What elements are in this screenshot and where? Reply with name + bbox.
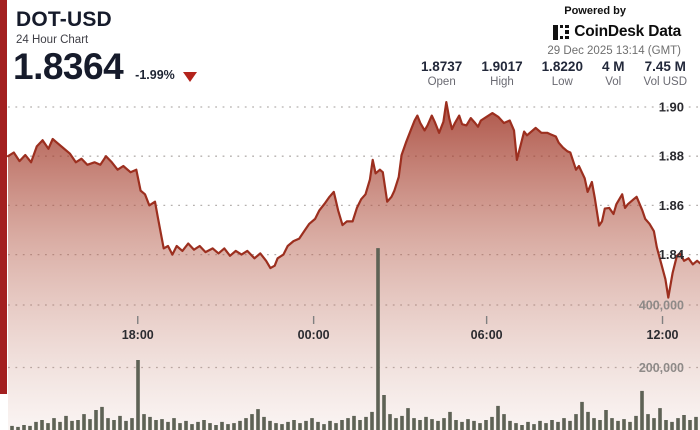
stat-low: 1.8220 Low [542, 59, 583, 88]
volume-axis-labels: 400,000 200,000 [639, 299, 684, 376]
low-value: 1.8220 [541, 59, 583, 74]
svg-text:1.84: 1.84 [659, 247, 685, 262]
open-label: Open [427, 76, 456, 88]
down-triangle-icon [182, 72, 197, 82]
brand-name: CoinDesk Data [574, 23, 681, 40]
svg-text:1.86: 1.86 [659, 198, 684, 213]
price-area [8, 102, 700, 430]
high-label: High [490, 76, 514, 88]
volume-bars [10, 248, 698, 430]
instrument-symbol: DOT-USD [16, 8, 112, 31]
accent-bar [0, 0, 7, 394]
coindesk-data-link[interactable]: CoinDesk Data [553, 23, 681, 41]
high-value: 1.9017 [481, 59, 523, 74]
low-label: Low [551, 76, 573, 88]
chart-subtitle: 24 Hour Chart [16, 34, 89, 46]
svg-text:1.90: 1.90 [659, 100, 684, 115]
stat-volume: 4 M Vol [602, 59, 625, 88]
volume-label: Vol [605, 76, 622, 88]
volume-usd-value: 7.45 M [644, 59, 686, 74]
svg-text:400,000: 400,000 [639, 299, 684, 313]
timestamp: 29 Dec 2025 13:14 (GMT) [547, 45, 681, 57]
time-axis: 18:00 00:00 06:00 12:00 [122, 316, 679, 342]
svg-text:200,000: 200,000 [639, 361, 684, 375]
price-line [6, 101, 700, 299]
ohlc-stats-row: 1.8737 Open 1.9017 High 1.8220 Low 4 M V… [421, 59, 687, 88]
svg-text:12:00: 12:00 [647, 328, 679, 342]
svg-text:18:00: 18:00 [122, 328, 154, 342]
volume-usd-label: Vol USD [643, 76, 687, 88]
stat-volume-usd: 7.45 M Vol USD [644, 59, 687, 88]
price-axis-labels: 1.90 1.88 1.86 1.84 [659, 100, 685, 263]
coindesk-logo-icon [553, 24, 569, 40]
powered-by-label: Powered by [564, 5, 626, 17]
open-value: 1.8737 [421, 59, 463, 74]
stat-high: 1.9017 High [481, 59, 522, 88]
price-change-percent: -1.99% [135, 68, 175, 82]
svg-text:06:00: 06:00 [471, 328, 503, 342]
stat-open: 1.8737 Open [421, 59, 462, 88]
svg-text:00:00: 00:00 [298, 328, 330, 342]
volume-value: 4 M [601, 59, 625, 74]
svg-text:1.88: 1.88 [659, 149, 684, 164]
last-price: 1.8364 [13, 46, 124, 87]
